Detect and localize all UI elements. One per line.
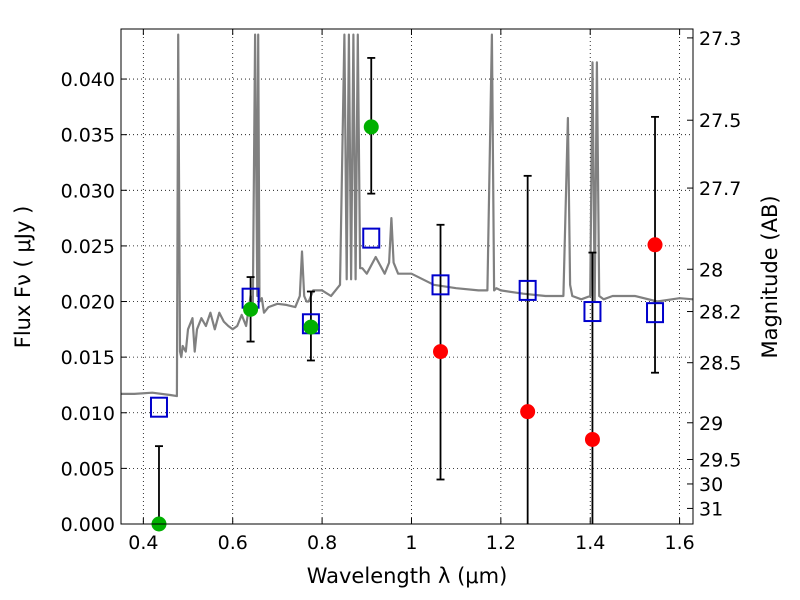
model-square-point <box>646 302 665 324</box>
right-tick-label: 27.3 <box>699 28 741 50</box>
model-square-point <box>518 279 537 301</box>
x-tick-label: 1.2 <box>486 532 516 554</box>
red-data-point <box>584 431 600 447</box>
plot-frame <box>120 28 694 525</box>
right-tick-label: 27.7 <box>699 178 741 200</box>
red-data-point <box>647 237 663 253</box>
y-tick-label: 0.030 <box>61 180 115 202</box>
y-tick-label: 0.010 <box>61 403 115 425</box>
right-tick-label: 30 <box>699 474 723 496</box>
green-data-point <box>243 301 259 317</box>
plot-area <box>121 29 693 524</box>
model-square-point <box>583 301 602 323</box>
right-tick-label: 28 <box>699 259 723 281</box>
y-tick-label: 0.040 <box>61 69 115 91</box>
right-tick-label: 29.5 <box>699 449 741 471</box>
x-tick-label: 1.6 <box>664 532 694 554</box>
right-tick-label: 29 <box>699 413 723 435</box>
y-tick-label: 0.020 <box>61 292 115 314</box>
x-axis-label: Wavelength λ (μm) <box>307 564 508 588</box>
spectrum-line <box>121 33 693 398</box>
y-axis-label: Flux Fν ( μJy ) <box>11 206 35 349</box>
x-tick-label: 0.4 <box>128 532 158 554</box>
x-tick-label: 0.6 <box>218 532 248 554</box>
x-tick-label: 1.4 <box>575 532 605 554</box>
x-tick-label: 1 <box>405 532 417 554</box>
right-axis-label: Magnitude (AB) <box>758 195 782 358</box>
green-data-point <box>303 319 319 335</box>
model-square-point <box>149 396 168 418</box>
y-tick-label: 0.000 <box>61 514 115 536</box>
model-square-point <box>362 227 381 249</box>
y-tick-label: 0.005 <box>61 458 115 480</box>
y-tick-label: 0.035 <box>61 125 115 147</box>
right-tick-label: 27.5 <box>699 110 741 132</box>
y-tick-label: 0.015 <box>61 347 115 369</box>
y-tick-label: 0.025 <box>61 236 115 258</box>
red-data-point <box>520 404 536 420</box>
red-data-point <box>433 344 449 360</box>
series-layer <box>121 33 693 398</box>
green-data-point <box>363 119 379 135</box>
ticks: 0.4 0.6 0.8 1 1.2 1.4 1.6 0.000 0.005 0.010 0.015 0… <box>61 28 742 554</box>
right-tick-label: 28.5 <box>699 353 741 375</box>
right-tick-label: 31 <box>699 498 723 520</box>
model-square-point <box>431 274 450 296</box>
marker-layer <box>149 57 665 532</box>
right-tick-label: 28.2 <box>699 302 741 324</box>
x-tick-label: 0.8 <box>307 532 337 554</box>
